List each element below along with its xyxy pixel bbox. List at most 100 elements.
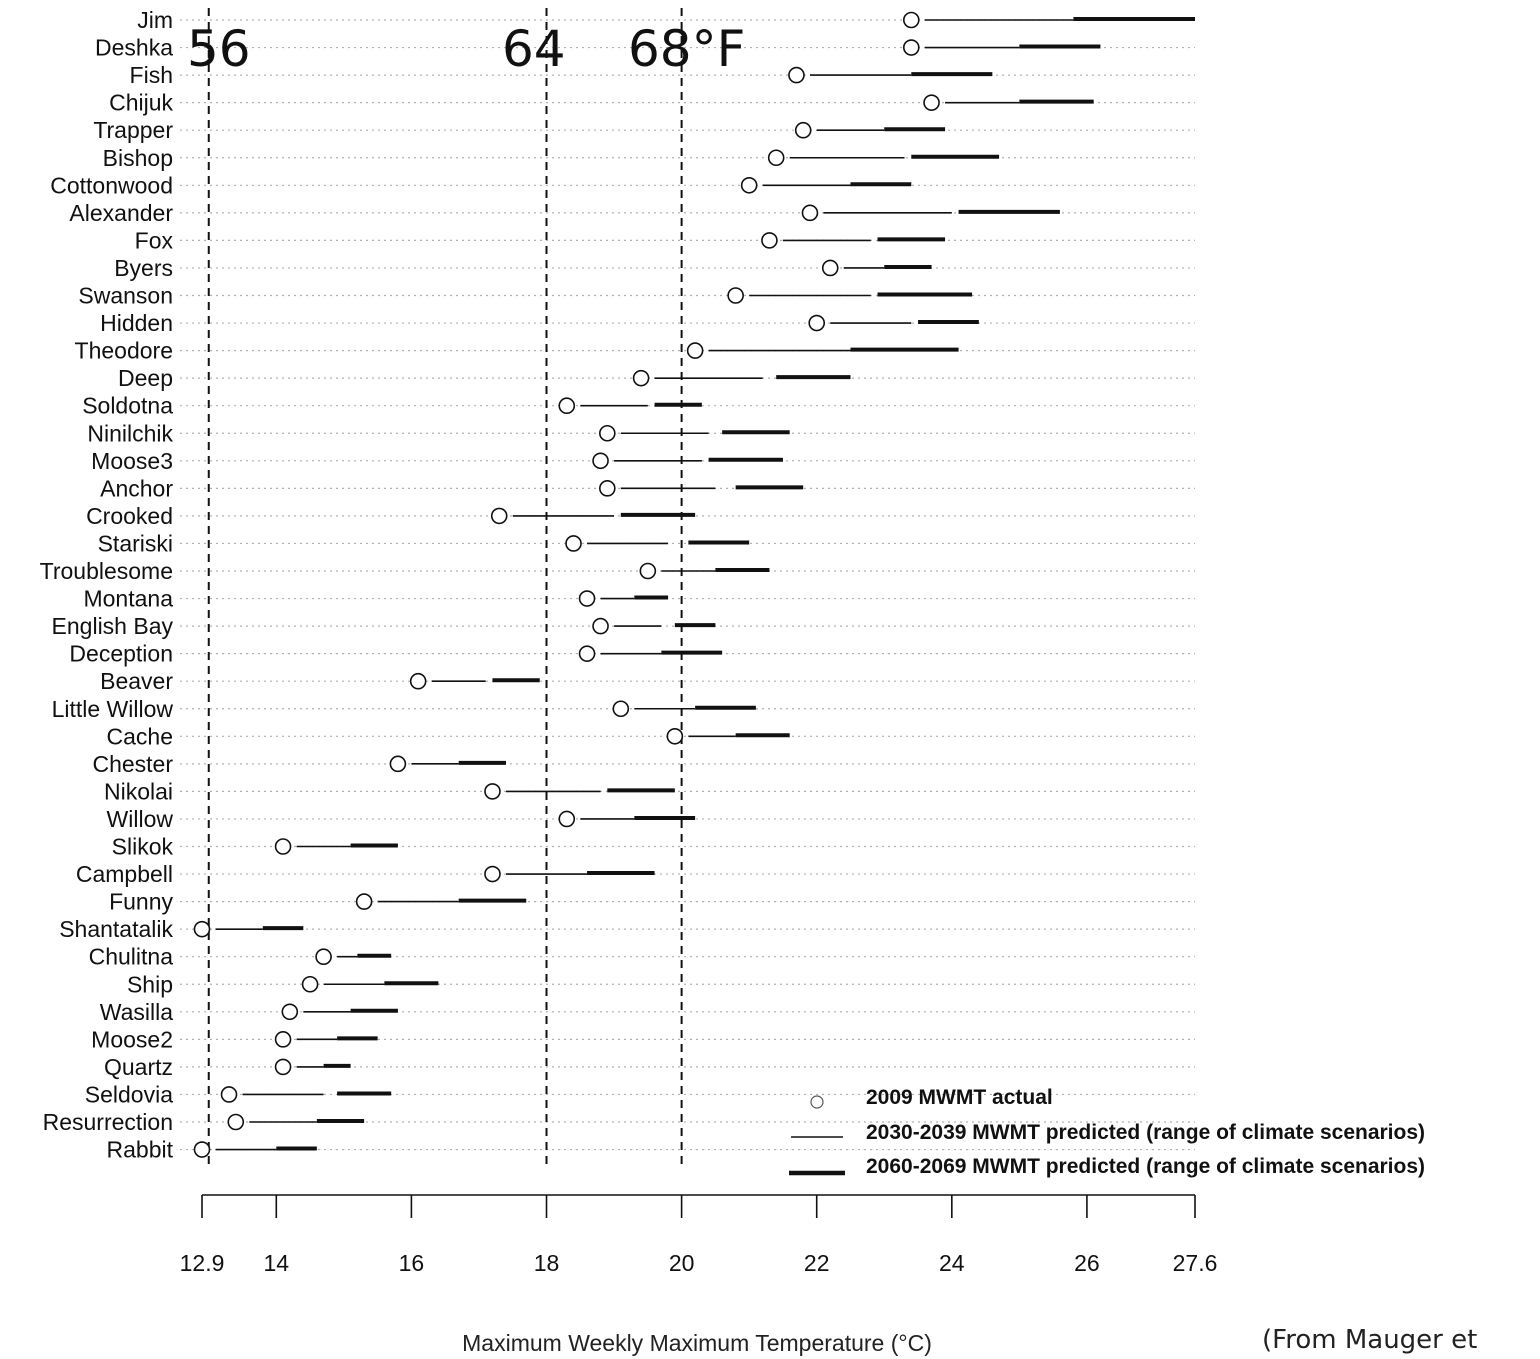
stream-row-willow: Willow	[107, 806, 696, 832]
stream-label-chijuk: Chijuk	[109, 90, 173, 116]
stream-row-cottonwood: Cottonwood	[50, 172, 912, 198]
actual-point-moose3	[592, 452, 609, 470]
stream-row-shantatalik: Shantatalik	[59, 916, 304, 942]
stream-row-nikolai: Nikolai	[104, 778, 675, 804]
stream-label-deep: Deep	[118, 365, 173, 391]
stream-label-campbell: Campbell	[76, 861, 173, 887]
stream-label-chulitna: Chulitna	[89, 944, 174, 970]
stream-label-deception: Deception	[69, 641, 173, 667]
actual-point-hidden	[808, 314, 826, 332]
stream-label-alexander: Alexander	[69, 200, 173, 226]
actual-point-deshka	[902, 39, 920, 56]
actual-point-chester	[389, 755, 407, 773]
stream-label-swanson: Swanson	[78, 283, 173, 309]
stream-row-fish: Fish	[130, 62, 993, 88]
stream-label-shantatalik: Shantatalik	[59, 916, 173, 942]
stream-row-wasilla: Wasilla	[100, 999, 398, 1025]
actual-point-ship	[301, 975, 319, 993]
actual-point-anchor	[599, 480, 616, 497]
stream-row-deep: Deep	[118, 365, 851, 391]
actual-point-slikok	[274, 838, 292, 855]
actual-point-crooked	[490, 507, 508, 525]
stream-label-resurrection: Resurrection	[43, 1109, 173, 1135]
actual-point-campbell	[484, 865, 501, 883]
stream-row-seldovia: Seldovia	[85, 1081, 392, 1107]
stream-label-deshka: Deshka	[95, 35, 173, 61]
x-tick-label-3: 18	[534, 1250, 560, 1276]
actual-point-little-willow	[612, 700, 630, 718]
legend-marker-actual	[810, 1095, 824, 1109]
actual-point-nikolai	[484, 783, 501, 800]
actual-point-rabbit	[193, 1141, 211, 1158]
legend-entry-mid: 2030-2039 MWMT predicted (range of clima…	[791, 1121, 1425, 1144]
stream-label-ninilchik: Ninilchik	[87, 420, 173, 446]
actual-point-trapper	[794, 121, 812, 139]
source-note: (From Mauger et	[1262, 1325, 1477, 1355]
stream-row-montana: Montana	[83, 586, 669, 612]
x-tick-label-6: 24	[939, 1250, 965, 1276]
stream-label-ship: Ship	[127, 971, 173, 997]
stream-label-little-willow: Little Willow	[52, 696, 174, 722]
actual-point-soldotna	[558, 397, 576, 415]
stream-row-swanson: Swanson	[78, 283, 973, 309]
actual-point-willow	[558, 810, 576, 828]
x-tick-label-7: 26	[1074, 1250, 1100, 1276]
actual-point-deep	[632, 369, 650, 387]
row-guides	[180, 19, 1195, 1151]
actual-point-fox	[761, 232, 778, 249]
stream-row-chulitna: Chulitna	[89, 944, 392, 970]
stream-row-stariski: Stariski	[98, 530, 750, 556]
stream-row-chester: Chester	[92, 751, 506, 777]
stream-label-wasilla: Wasilla	[100, 999, 173, 1025]
legend-label-late: 2060-2069 MWMT predicted (range of clima…	[866, 1155, 1425, 1178]
stream-rows: JimDeshkaFishChijukTrapperBishopCottonwo…	[40, 7, 1195, 1163]
stream-label-rabbit: Rabbit	[107, 1137, 174, 1163]
stream-label-cottonwood: Cottonwood	[50, 172, 173, 198]
stream-row-moose2: Moose2	[91, 1026, 378, 1052]
x-tick-label-8: 27.6	[1173, 1250, 1218, 1276]
actual-point-fish	[788, 66, 805, 84]
stream-label-fish: Fish	[130, 62, 173, 88]
stream-row-deception: Deception	[69, 641, 723, 667]
stream-row-ninilchik: Ninilchik	[87, 420, 790, 446]
stream-row-rabbit: Rabbit	[107, 1137, 317, 1163]
stream-row-alexander: Alexander	[69, 200, 1060, 226]
actual-point-beaver	[409, 672, 427, 690]
reference-label-56: 56	[187, 20, 251, 78]
stream-label-fox: Fox	[135, 227, 174, 253]
reference-label-64: 64	[502, 20, 566, 78]
stream-label-byers: Byers	[114, 255, 173, 281]
stream-row-quartz: Quartz	[104, 1054, 351, 1080]
stream-row-hidden: Hidden	[100, 310, 979, 336]
stream-row-chijuk: Chijuk	[109, 90, 1094, 116]
x-axis-title: Maximum Weekly Maximum Temperature (°C)	[462, 1330, 932, 1356]
actual-point-resurrection	[227, 1113, 245, 1131]
stream-row-trapper: Trapper	[93, 117, 946, 143]
legend-label-actual: 2009 MWMT actual	[866, 1086, 1053, 1109]
actual-point-ninilchik	[599, 424, 616, 442]
stream-label-hidden: Hidden	[100, 310, 173, 336]
stream-label-crooked: Crooked	[86, 503, 173, 529]
stream-row-funny: Funny	[109, 889, 527, 915]
stream-row-cache: Cache	[107, 723, 790, 749]
stream-label-quartz: Quartz	[104, 1054, 173, 1080]
actual-point-theodore	[686, 342, 704, 359]
x-axis: 12.9 14 16 18 20 22 24 26 27.6	[180, 1194, 1218, 1276]
legend-entry-late: 2060-2069 MWMT predicted (range of clima…	[789, 1155, 1425, 1178]
stream-row-english-bay: English Bay	[52, 613, 716, 639]
stream-label-slikok: Slikok	[112, 834, 174, 860]
legend: 2009 MWMT actual 2030-2039 MWMT predicted…	[789, 1086, 1425, 1178]
actual-point-troublesome	[639, 562, 657, 580]
reference-label-68-f: 68°F	[628, 20, 745, 78]
actual-point-english-bay	[592, 617, 609, 635]
stream-label-willow: Willow	[107, 806, 174, 832]
stream-label-moose2: Moose2	[91, 1026, 173, 1052]
actual-point-alexander	[801, 204, 819, 222]
actual-point-shantatalik	[193, 920, 211, 938]
actual-point-funny	[355, 893, 373, 910]
stream-row-fox: Fox	[135, 227, 946, 253]
stream-label-montana: Montana	[83, 586, 173, 612]
actual-point-bishop	[767, 149, 785, 167]
actual-point-quartz	[274, 1058, 292, 1076]
stream-label-anchor: Anchor	[100, 475, 173, 501]
